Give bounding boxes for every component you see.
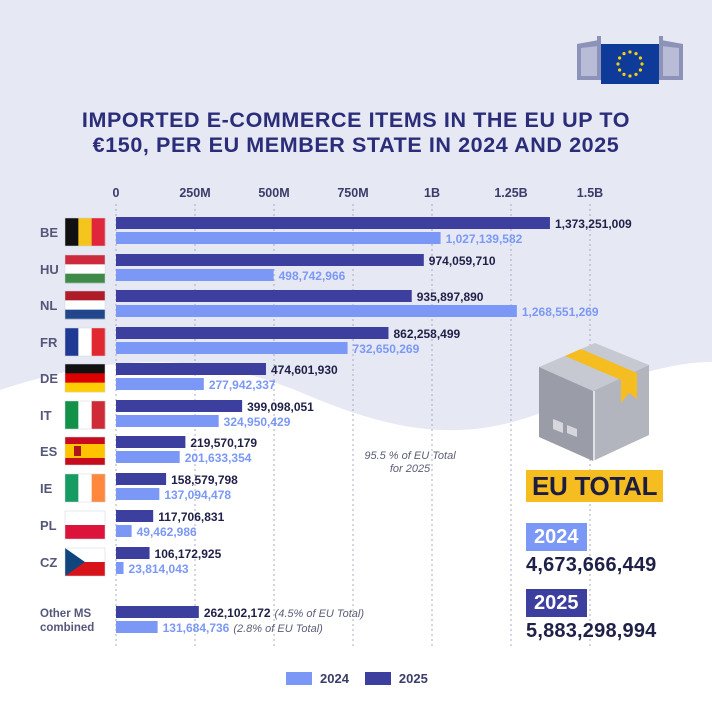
parcel-box-icon [539,343,649,461]
x-tick-label: 1.25B [494,186,527,200]
bar-2024 [116,305,517,317]
data-label-2024: 201,633,354 [185,451,252,465]
category-label: IT [40,408,52,423]
flag-pl-icon [64,510,106,540]
flag-nl-icon [64,290,106,320]
legend-label-2024: 2024 [320,670,349,686]
flag-fr-icon [64,327,106,357]
category-label: Other MS combined [40,608,94,634]
data-label-2025: 1,373,251,009 [555,217,632,231]
eu-total-2025-value: 5,883,298,994 [526,620,657,642]
ec-logo-icon [577,36,683,84]
category-label: IE [40,481,53,496]
bar-2025 [116,217,550,229]
bar-2025 [116,400,243,412]
bar-2024 [116,232,441,244]
data-label-2025: 158,579,798 [171,473,238,487]
chart-legend: 2024 2025 [286,670,444,686]
category-label: NL [40,298,57,313]
data-label-2024: 732,650,269 [353,342,420,356]
data-label-2024: 131,684,736 (2.8% of EU Total) [163,621,324,635]
category-label: FR [40,335,58,350]
bar-2024 [116,342,348,354]
bar-2025 [116,606,199,618]
data-label-2024: 49,462,986 [137,525,197,539]
bar-2025 [116,510,154,522]
flag-cz-icon [64,547,106,577]
data-label-2025: 399,098,051 [247,400,314,414]
top10-share-line-2: for 2025 [389,463,431,475]
flag-de-icon [64,363,106,393]
bar-2024 [116,451,180,463]
bar-2025 [116,547,150,559]
share-note-2024: (2.8% of EU Total) [233,623,323,635]
data-label-2025: 935,897,890 [417,290,484,304]
flag-hu-icon [64,254,106,284]
bar-2025 [116,327,389,339]
legend-swatch-2025 [364,671,391,685]
x-tick-label: 0 [113,186,120,200]
top10-share-line-1: 95.5 % of EU Total [364,450,456,462]
legend-item-2025: 2025 [364,670,428,686]
bar-2025 [116,254,424,266]
bar-2024 [116,415,219,427]
bar-2024 [116,562,124,574]
data-label-2025: 106,172,925 [155,547,222,561]
share-note-2025: (4.5% of EU Total) [275,608,365,620]
data-label-2025: 219,570,179 [190,436,257,450]
data-label-2024: 1,027,139,582 [446,232,523,246]
data-label-2024: 23,814,043 [129,562,189,576]
data-label-2025: 474,601,930 [271,363,338,377]
category-label: BE [40,225,58,240]
year-badge-2025: 2025 [526,589,587,617]
data-label-2025: 262,102,172 (4.5% of EU Total) [204,606,365,620]
data-label-2025: 974,059,710 [429,254,496,268]
title-line-1: IMPORTED E-COMMERCE ITEMS IN THE EU UP T… [81,108,631,132]
data-label-2024: 324,950,429 [224,415,291,429]
eu-total-label: EU TOTAL [526,470,664,502]
flag-es-icon [64,436,106,466]
data-label-2024: 498,742,966 [279,269,346,283]
legend-swatch-2024 [286,671,312,685]
category-label: ES [40,444,58,459]
top10-share-note: 95.5 % of EU Total for 2025 [340,450,480,476]
x-tick-label: 250M [179,186,210,200]
category-label: CZ [40,555,57,570]
bar-2024 [116,621,158,633]
category-label: PL [40,518,57,533]
bar-2024 [116,269,274,281]
bar-2024 [116,378,204,390]
flag-be-icon [64,217,106,247]
x-tick-label: 1.5B [577,186,603,200]
flag-ie-icon [64,473,106,503]
bar-2024 [116,488,160,500]
bar-2024 [116,525,132,537]
category-label: DE [40,371,58,386]
data-label-2024: 1,268,551,269 [522,305,599,319]
year-badge-2024: 2024 [526,523,587,551]
bar-2025 [116,436,186,448]
bar-2025 [116,363,266,375]
legend-item-2024: 2024 [286,671,349,686]
bar-2025 [116,473,167,485]
data-label-2025: 862,258,499 [393,327,460,341]
chart-title: IMPORTED E-COMMERCE ITEMS IN THE EU UP T… [0,108,712,158]
title-line-2: €150, PER EU MEMBER STATE IN 2024 AND 20… [92,133,620,157]
category-label: HU [40,262,59,277]
x-tick-label: 750M [337,186,368,200]
data-label-2025: 117,706,831 [158,510,224,524]
x-tick-label: 500M [258,186,289,200]
bar-2025 [116,290,412,302]
flag-it-icon [64,400,106,430]
data-label-2024: 137,094,478 [164,488,231,502]
x-tick-label: 1B [424,186,440,200]
data-label-2024: 277,942,337 [209,378,276,392]
legend-label-2025: 2025 [398,670,428,686]
eu-total-2024-value: 4,673,666,449 [526,554,657,576]
